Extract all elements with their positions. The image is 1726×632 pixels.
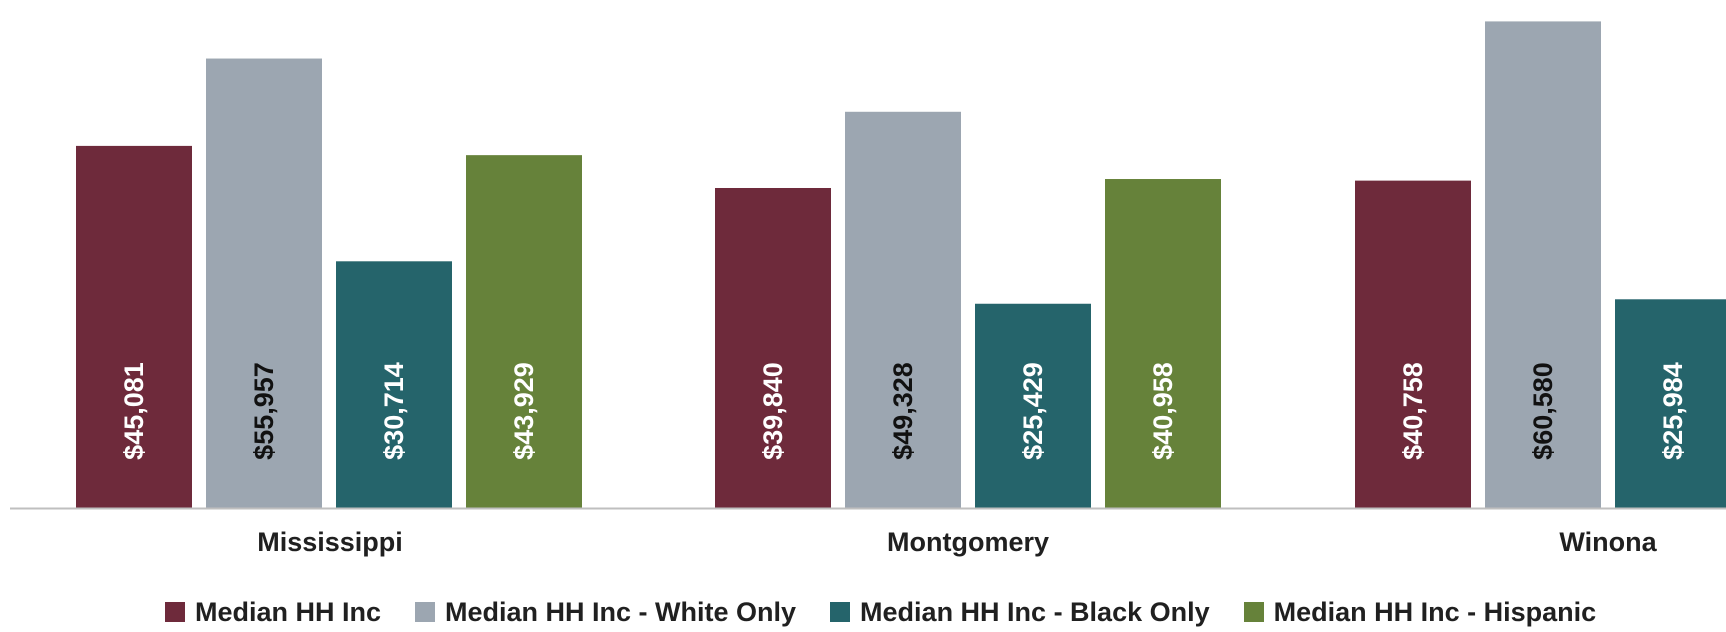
bar bbox=[206, 58, 322, 508]
bar bbox=[845, 111, 961, 508]
data-label: $45,081 bbox=[119, 362, 149, 460]
data-label: $49,328 bbox=[888, 362, 918, 460]
data-label: $43,929 bbox=[509, 362, 539, 460]
data-label: $55,957 bbox=[249, 362, 279, 460]
bar bbox=[466, 155, 582, 508]
bar bbox=[1105, 179, 1221, 508]
legend-swatch bbox=[1243, 602, 1264, 622]
legend-label: Median HH Inc - Hispanic bbox=[1273, 596, 1597, 627]
legend-swatch bbox=[415, 602, 436, 622]
data-label: $25,984 bbox=[1658, 362, 1688, 460]
data-label: $30,714 bbox=[379, 362, 409, 460]
category-label: Mississippi bbox=[257, 527, 403, 557]
legend-label: Median HH Inc - Black Only bbox=[860, 596, 1210, 627]
bar bbox=[715, 187, 831, 508]
legend-item: Median HH Inc - White Only bbox=[415, 597, 796, 628]
bar bbox=[975, 303, 1091, 508]
data-label: $40,958 bbox=[1148, 362, 1178, 460]
bar bbox=[1355, 180, 1471, 509]
legend-item: Median HH Inc - Black Only bbox=[830, 597, 1210, 628]
legend-label: Median HH Inc - White Only bbox=[445, 596, 797, 627]
bar bbox=[336, 261, 452, 508]
data-label: $39,840 bbox=[758, 362, 788, 460]
legend-label: Median HH Inc bbox=[195, 596, 382, 627]
category-label: Montgomery bbox=[887, 527, 1049, 557]
legend-swatch bbox=[830, 602, 851, 622]
legend-item: Median HH Inc - Hispanic bbox=[1243, 596, 1597, 628]
legend-swatch bbox=[165, 602, 185, 622]
category-label: Winona bbox=[1559, 527, 1657, 557]
legend-item: Median HH Inc bbox=[165, 597, 381, 628]
legend: Median HH Inc Median HH Inc - White Only M… bbox=[165, 592, 1726, 632]
bar bbox=[1615, 299, 1726, 508]
data-label: $40,758 bbox=[1398, 362, 1428, 460]
bar bbox=[76, 145, 192, 509]
bar bbox=[1485, 21, 1601, 509]
data-label: $25,429 bbox=[1018, 362, 1048, 460]
data-label: $60,580 bbox=[1528, 362, 1558, 460]
